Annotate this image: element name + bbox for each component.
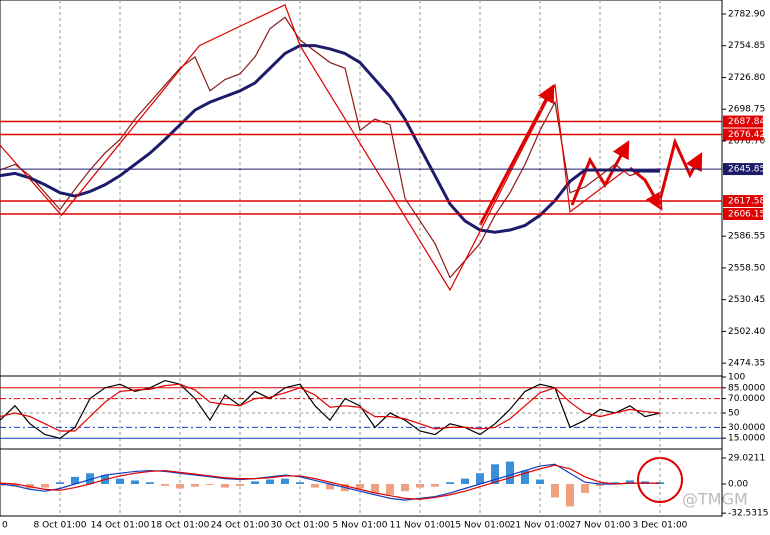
histogram-bar [191,484,199,487]
histogram-bar [401,484,409,492]
y-tick-label: 85.0000 [728,383,765,393]
histogram-bar [251,481,259,485]
y-tick-label: 2726.80 [728,73,765,83]
x-tick-label: 27 Nov 01:00 [570,521,631,531]
y-tick-label: 2782.90 [728,9,765,19]
histogram-bar [236,484,244,486]
histogram-bar [611,482,619,485]
histogram-bar [0,484,4,486]
histogram-bar [281,478,289,485]
level-line-box [723,128,763,141]
histogram-bar [221,484,229,488]
histogram-bar [536,479,544,485]
y-tick-label: 2502.40 [728,327,765,337]
histogram-bar [41,484,49,488]
level-line-box [723,195,763,208]
x-tick-label: 11 Nov 01:00 [390,521,451,531]
histogram-bar [56,482,64,485]
x-tick-label: 5 Nov 01:00 [333,521,388,531]
y-tick-label: 0.00 [728,480,748,490]
histogram-bar [176,484,184,489]
histogram-bar [416,484,424,488]
y-tick-label: 2586.55 [728,232,765,242]
x-tick-label: 18 Oct 01:00 [151,521,210,531]
histogram-bar [431,484,439,487]
histogram-bar [116,478,124,485]
histogram-bar [296,482,304,485]
histogram-bar [461,478,469,485]
histogram-bar [86,473,94,485]
x-tick-label: 30 Oct 01:00 [271,521,330,531]
y-tick-label: 2530.45 [728,295,765,305]
x-tick-label: 8 Oct 01:00 [34,521,87,531]
histogram-bar [491,464,499,485]
histogram-bar [521,470,529,485]
level-line-label: 2676.42 [728,130,765,140]
y-tick-label: 29.0211 [728,454,765,464]
series-line [0,383,661,432]
y-tick-label: 100 [728,373,745,383]
level-line-label: 2687.84 [728,117,765,127]
projection-arrows [478,84,703,226]
histogram-bar [206,484,214,485]
histogram-bar [626,480,634,485]
histogram-bar [386,484,394,495]
watermark: @TMGM [682,490,748,509]
level-line-box [723,115,763,128]
histogram-bar [551,484,559,498]
y-tick-label: 15.0000 [728,434,765,444]
histogram-bar [476,473,484,485]
y-tick-label: 2558.50 [728,263,765,273]
histogram-bar [356,484,364,489]
current-price-box [723,163,763,176]
histogram-bar [146,482,154,485]
histogram-bar [566,484,574,507]
histogram-bar [506,461,514,485]
level-line-label: 2617.58 [728,197,765,207]
histogram-bar [131,480,139,485]
histogram-bar [311,484,319,488]
x-tick-label: 21 Nov 01:00 [510,521,571,531]
level-line-box [723,207,763,220]
series-line [0,379,661,439]
histogram-bar [71,476,79,485]
series-line [0,16,661,279]
y-tick-label: 2474.35 [728,359,765,369]
level-line-label: 2606.15 [728,209,765,219]
x-tick-label: 0 [2,521,8,531]
y-tick-label: 2698.75 [728,105,765,115]
histogram-bar [266,479,274,485]
zigzag-line [0,4,626,292]
y-tick-label: 2670.70 [728,136,765,146]
y-tick-label: -32.5315 [728,509,768,519]
histogram-bar [446,482,454,485]
histogram-bar [581,484,589,493]
current-price-label: 2645.85 [728,165,765,175]
series-line [0,464,660,500]
series-line [0,463,660,501]
y-tick-label: 70.0000 [728,394,765,404]
histogram-bar [596,484,604,486]
histogram-bar [326,484,334,490]
y-tick-label: 2754.85 [728,41,765,51]
histogram-bar [161,484,169,486]
histogram-bar [371,484,379,493]
y-tick-label: 30.0000 [728,423,765,433]
x-tick-label: 14 Oct 01:00 [91,521,150,531]
x-tick-label: 24 Oct 01:00 [211,521,270,531]
x-tick-label: 15 Nov 01:00 [450,521,511,531]
series-line [0,44,660,234]
y-tick-label: 50 [728,409,740,419]
x-tick-label: 3 Dec 01:00 [633,521,688,531]
